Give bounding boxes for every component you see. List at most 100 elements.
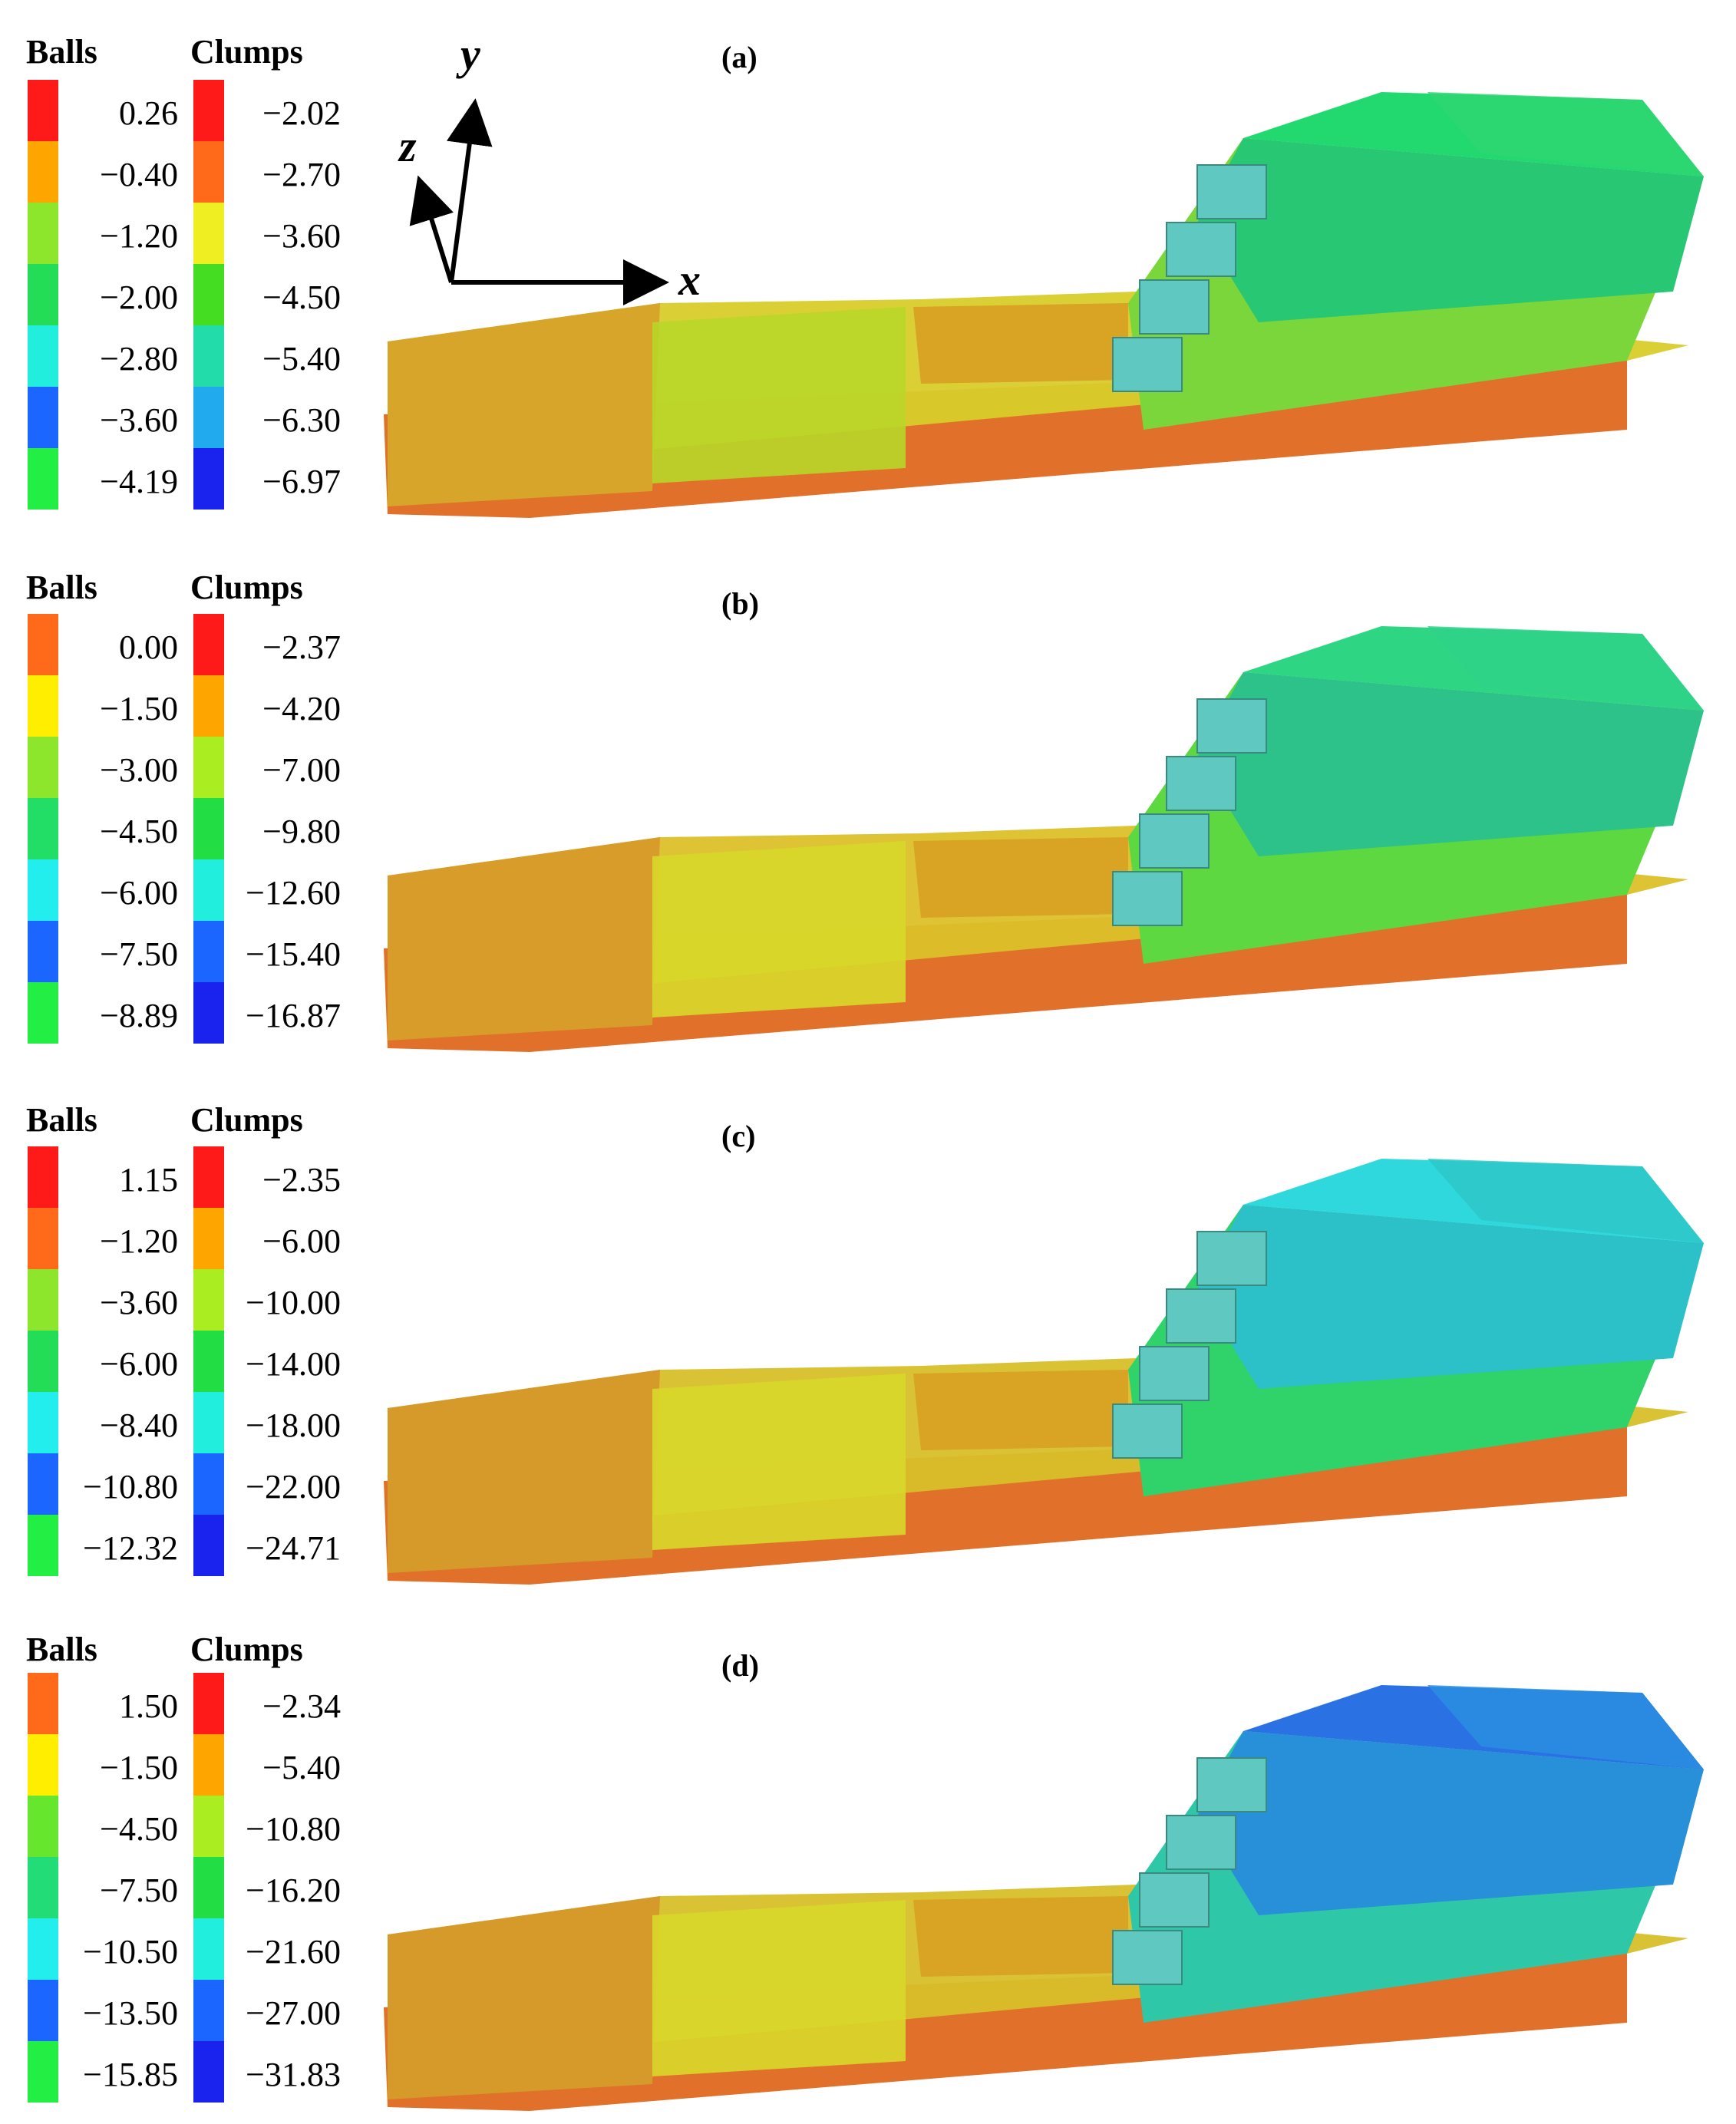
balls-legend-value: −6.00 bbox=[100, 874, 178, 912]
clumps-legend-swatch bbox=[193, 203, 224, 264]
balls-legend-swatch bbox=[28, 1392, 58, 1453]
clumps-legend-value: −18.00 bbox=[246, 1407, 341, 1444]
reinforced-bench bbox=[913, 303, 1128, 384]
clumps-legend-swatch bbox=[193, 1857, 224, 1918]
retaining-step-block bbox=[1166, 1815, 1236, 1870]
clumps-legend-swatch bbox=[193, 1673, 224, 1734]
balls-legend: 0.26 −0.40 −1.20 −2.00 −2.80 −3.60 −4.19 bbox=[28, 80, 178, 510]
retaining-step-block bbox=[1112, 337, 1183, 392]
retaining-step-block bbox=[1139, 279, 1210, 335]
balls-legend-value: 0.00 bbox=[119, 628, 178, 666]
reinforced-bench bbox=[913, 1370, 1128, 1450]
balls-legend-swatch bbox=[28, 1331, 58, 1392]
clumps-legend-value: −12.60 bbox=[246, 874, 341, 912]
slope-top-crest bbox=[1427, 92, 1704, 176]
panel-label: (d) bbox=[721, 1648, 759, 1683]
panel-d: (d) Balls Clumps 1.50 −1.50 −4.50 −7.50 −10.… bbox=[26, 1631, 1704, 2111]
clumps-legend-header: Clumps bbox=[190, 569, 303, 606]
clumps-legend: −2.02 −2.70 −3.60 −4.50 −5.40 −6.30 −6.97 bbox=[193, 80, 341, 510]
slope-side-face bbox=[1197, 672, 1704, 856]
panel-label: (a) bbox=[721, 40, 757, 74]
balls-legend-value: −15.85 bbox=[83, 2056, 178, 2093]
balls-legend-swatch bbox=[28, 1208, 58, 1269]
clumps-legend-value: −16.87 bbox=[246, 997, 341, 1034]
clumps-legend-value: −16.20 bbox=[246, 1872, 341, 1909]
retaining-step-block bbox=[1196, 164, 1267, 219]
model-middle-floor bbox=[652, 1900, 906, 2076]
clumps-legend-header: Clumps bbox=[190, 1631, 303, 1668]
balls-legend-value: −1.50 bbox=[100, 1749, 178, 1786]
balls-legend-swatch bbox=[28, 1857, 58, 1918]
balls-legend-swatch bbox=[28, 1734, 58, 1796]
model-left-floor bbox=[388, 1896, 660, 2099]
balls-legend-value: −0.40 bbox=[100, 156, 178, 193]
clumps-legend-swatch bbox=[193, 1734, 224, 1796]
balls-legend-swatch bbox=[28, 448, 58, 510]
clumps-legend-swatch bbox=[193, 1392, 224, 1453]
clumps-legend-header: Clumps bbox=[190, 33, 303, 71]
balls-legend-swatch bbox=[28, 1673, 58, 1734]
clumps-legend-value: −4.50 bbox=[262, 279, 341, 316]
clumps-legend-value: −10.80 bbox=[246, 1810, 341, 1848]
clumps-legend-swatch bbox=[193, 2041, 224, 2103]
balls-legend-value: 1.15 bbox=[119, 1161, 178, 1199]
balls-legend-swatch bbox=[28, 1453, 58, 1515]
axis-triad: x y z bbox=[398, 29, 701, 305]
clumps-legend-swatch bbox=[193, 141, 224, 203]
clumps-legend-value: −2.34 bbox=[262, 1687, 341, 1725]
clumps-legend-swatch bbox=[193, 1331, 224, 1392]
clumps-legend: −2.35 −6.00 −10.00 −14.00 −18.00 −22.00 −24.71 bbox=[193, 1146, 341, 1576]
balls-legend-value: −4.19 bbox=[100, 463, 178, 500]
retaining-step-block bbox=[1166, 222, 1236, 277]
slope-model-render bbox=[384, 626, 1704, 1052]
clumps-legend-value: −27.00 bbox=[246, 1994, 341, 2032]
balls-legend-value: −2.00 bbox=[100, 279, 178, 316]
clumps-legend-swatch bbox=[193, 325, 224, 387]
clumps-legend-swatch bbox=[193, 387, 224, 448]
balls-legend-value: −7.50 bbox=[100, 1872, 178, 1909]
z-axis-arrow bbox=[409, 175, 454, 283]
balls-legend-value: −12.32 bbox=[83, 1529, 178, 1567]
balls-legend-swatch bbox=[28, 1980, 58, 2041]
balls-legend-swatch bbox=[28, 325, 58, 387]
balls-legend-value: −1.20 bbox=[100, 1222, 178, 1260]
slope-top-crest bbox=[1427, 1159, 1704, 1243]
model-middle-floor bbox=[652, 307, 906, 483]
clumps-legend-swatch bbox=[193, 80, 224, 141]
clumps-legend-value: −4.20 bbox=[262, 690, 341, 727]
clumps-legend-swatch bbox=[193, 1208, 224, 1269]
balls-legend-value: −13.50 bbox=[83, 1994, 178, 2032]
panel-label: (b) bbox=[721, 586, 759, 621]
y-axis-label: y bbox=[456, 29, 480, 79]
retaining-step-block bbox=[1112, 1403, 1183, 1459]
balls-legend-value: −8.89 bbox=[100, 997, 178, 1034]
clumps-legend-swatch bbox=[193, 1980, 224, 2041]
clumps-legend-value: −31.83 bbox=[246, 2056, 341, 2093]
balls-legend-swatch bbox=[28, 1146, 58, 1208]
balls-legend-header: Balls bbox=[26, 569, 97, 606]
clumps-legend-swatch bbox=[193, 1796, 224, 1857]
clumps-legend-swatch bbox=[193, 921, 224, 982]
clumps-legend-swatch bbox=[193, 614, 224, 675]
balls-legend-swatch bbox=[28, 1796, 58, 1857]
clumps-legend-value: −6.97 bbox=[262, 463, 341, 500]
panel-b: (b) Balls Clumps 0.00 −1.50 −3.00 −4.50 −6.0… bbox=[26, 569, 1704, 1052]
retaining-step-block bbox=[1112, 1930, 1183, 1985]
balls-legend-value: −6.00 bbox=[100, 1345, 178, 1383]
clumps-legend-swatch bbox=[193, 982, 224, 1044]
y-axis-arrow bbox=[446, 98, 493, 283]
model-left-floor bbox=[388, 1370, 660, 1573]
balls-legend-swatch bbox=[28, 614, 58, 675]
clumps-legend-swatch bbox=[193, 448, 224, 510]
balls-legend-swatch bbox=[28, 141, 58, 203]
slope-side-face bbox=[1197, 1205, 1704, 1389]
balls-legend-swatch bbox=[28, 1269, 58, 1331]
balls-legend-value: 1.50 bbox=[119, 1687, 178, 1725]
clumps-legend-value: −9.80 bbox=[262, 813, 341, 850]
retaining-step-block bbox=[1139, 1346, 1210, 1401]
balls-legend-swatch bbox=[28, 798, 58, 859]
clumps-legend-swatch bbox=[193, 1453, 224, 1515]
balls-legend-swatch bbox=[28, 982, 58, 1044]
retaining-step-block bbox=[1166, 756, 1236, 811]
clumps-legend-value: −6.00 bbox=[262, 1222, 341, 1260]
